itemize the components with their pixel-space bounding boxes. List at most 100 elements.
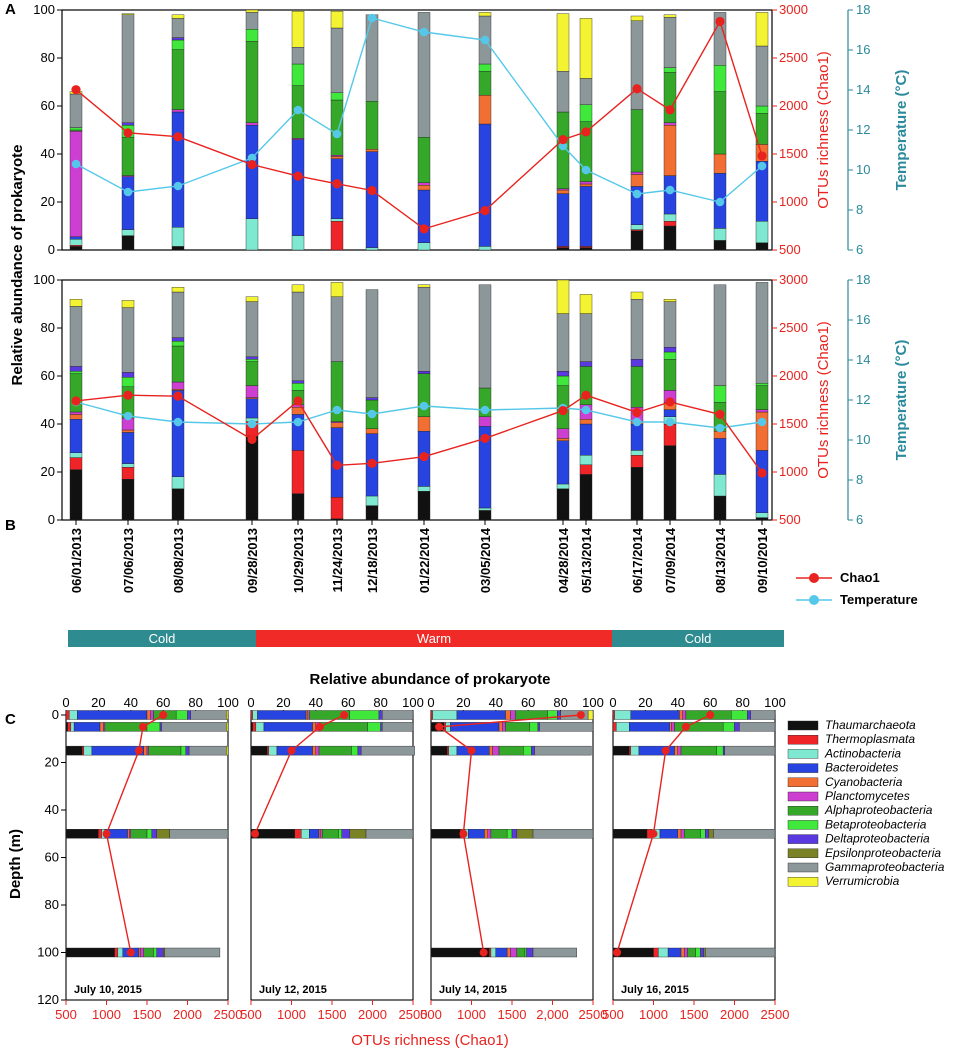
y2-tick-label: 1500 [779,416,808,431]
depth-tick-label: 40 [45,802,59,817]
bar-segment-gammaproteobacteria [663,17,677,68]
temperature-point [665,417,675,427]
chao1-point [480,433,490,443]
bar-segment-deltaproteobacteria [747,710,751,720]
depth-profile: 0 20 40 60 80 100 500 1000 1500 2000 2500 July 10, … [55,695,242,1022]
date-label: 08/13/2014 [713,527,728,593]
legend-marker-temperature [809,595,819,605]
chao1-point [715,409,725,419]
bar-segment-cyanobacteria [69,414,83,420]
x2-tick-label: 2000 [720,1007,749,1022]
bar-segment-deltaproteobacteria [159,722,162,732]
bar-segment-alphaproteobacteria [245,41,259,123]
bar-segment-actinobacteria [69,710,78,720]
y3-tick-label: 18 [856,272,870,287]
x-tick-label: 80 [735,695,749,710]
bar-segment-thaumarchaeota [663,225,677,251]
x2-tick-label: 1500 [498,1007,527,1022]
bar-segment-alphaproteobacteria [130,829,148,839]
x2-tick-label: 2500 [761,1007,790,1022]
x-tick-label: 80 [188,695,202,710]
y-tick-label: 40 [41,416,55,431]
bar-segment-actinobacteria [713,474,727,497]
chao1-point [435,722,444,731]
panel-b: 0 20 40 60 80 100 500 1000 1500 2000 2500 3000 6 8 10 1… [5,272,870,534]
bar-segment-actinobacteria [255,722,265,732]
x-tick-label: 60 [521,695,535,710]
bar-segment-planctomycetes [680,829,685,839]
bar-segment-alphaproteobacteria [516,947,526,958]
bar-segment-actinobacteria [432,710,458,720]
bar-segment-planctomycetes [487,829,492,839]
bar-segment-betaproteobacteria [755,105,769,114]
y2-tick-label: 2500 [779,50,808,65]
bar-segment-planctomycetes [103,722,106,732]
legend-swatch-alphaproteobacteria [787,806,819,816]
season-segment-cold [68,630,256,647]
bar-segment-betaproteobacteria [338,829,342,839]
bar-segment-actinobacteria [614,710,632,720]
chao1-point [251,829,260,838]
chao1-point [419,224,429,234]
bar-segment-planctomycetes [556,428,570,439]
bar-segment-betaproteobacteria [529,722,539,732]
temperature-point [665,185,675,195]
bar-segment-alphaproteobacteria [490,829,508,839]
y-tick-label: 20 [41,464,55,479]
bar-segment-thermoplasmata [98,829,102,839]
chao1-line [254,714,345,835]
y-axis-title: Relative abundance of prokaryote [9,145,26,386]
y3-tick-label: 12 [856,392,870,407]
bar-segment-verrumicrobia [121,300,135,308]
y-tick-label: 40 [41,146,55,161]
bar-segment-actinobacteria [630,450,644,456]
bar-segment-actinobacteria [478,246,492,251]
bar-segment-thaumarchaeota [171,246,185,251]
chao1-point [126,948,135,957]
temperature-point [632,417,642,427]
bar-segment-deltaproteobacteria [734,722,740,732]
bar-segment-bacteroidetes [478,123,492,247]
bar-segment-gammaproteobacteria [534,745,592,756]
bar-segment-cyanobacteria [484,829,488,839]
bar-segment-betaproteobacteria [180,745,187,756]
temperature-point [581,405,591,415]
temperature-point [247,153,257,163]
temperature-point [419,27,429,37]
bar-segment-alphaproteobacteria [630,109,644,173]
bar-segment-thermoplasmata [663,423,677,446]
bar-segment-alphaproteobacteria [713,91,727,155]
bar-segment-betaproteobacteria [171,39,185,50]
bar-segment-bacteroidetes [468,829,485,839]
bar-segment-thaumarchaeota [171,488,185,521]
legend-label-thermoplasmata: Thermoplasmata [825,732,915,746]
bar-segment-gammaproteobacteria [417,287,431,372]
bar-segment-thermoplasmata [612,722,617,732]
bar-segment-deltaproteobacteria [69,366,83,372]
bar-segment-bacteroidetes [69,236,83,240]
temperature-point [293,417,303,427]
bar-segment-planctomycetes [320,829,323,839]
bar-segment-gammaproteobacteria [755,45,769,107]
bar-segment-bacteroidetes [171,390,185,477]
bar-segment-thermoplasmata [430,710,433,720]
bar-segment-bacteroidetes [257,710,307,720]
bar-segment-bacteroidetes [659,829,678,839]
bar-segment-cyanobacteria [121,429,135,433]
bar-segment-verrumicrobia [226,710,229,720]
bar-segment-planctomycetes [510,947,518,958]
y-tick-label: 80 [41,50,55,65]
bar-segment-gammaproteobacteria [630,299,644,360]
bar-segment-cyanobacteria [579,183,593,187]
bar-segment-thermoplasmata [294,829,302,839]
legend-label-thaumarchaeota: Thaumarchaeota [825,718,916,732]
bar-segment-verrumicrobia [245,9,259,13]
x2-tick-label: 1000 [92,1007,121,1022]
bar-segment-alphaproteobacteria [171,49,185,110]
bar-segment-thaumarchaeota [713,240,727,251]
line-legend: Chao1 Temperature [796,570,918,607]
bar-segment-betaproteobacteria [716,745,724,756]
bar-segment-betaproteobacteria [755,383,769,386]
bar-segment-alphaproteobacteria [245,361,259,386]
